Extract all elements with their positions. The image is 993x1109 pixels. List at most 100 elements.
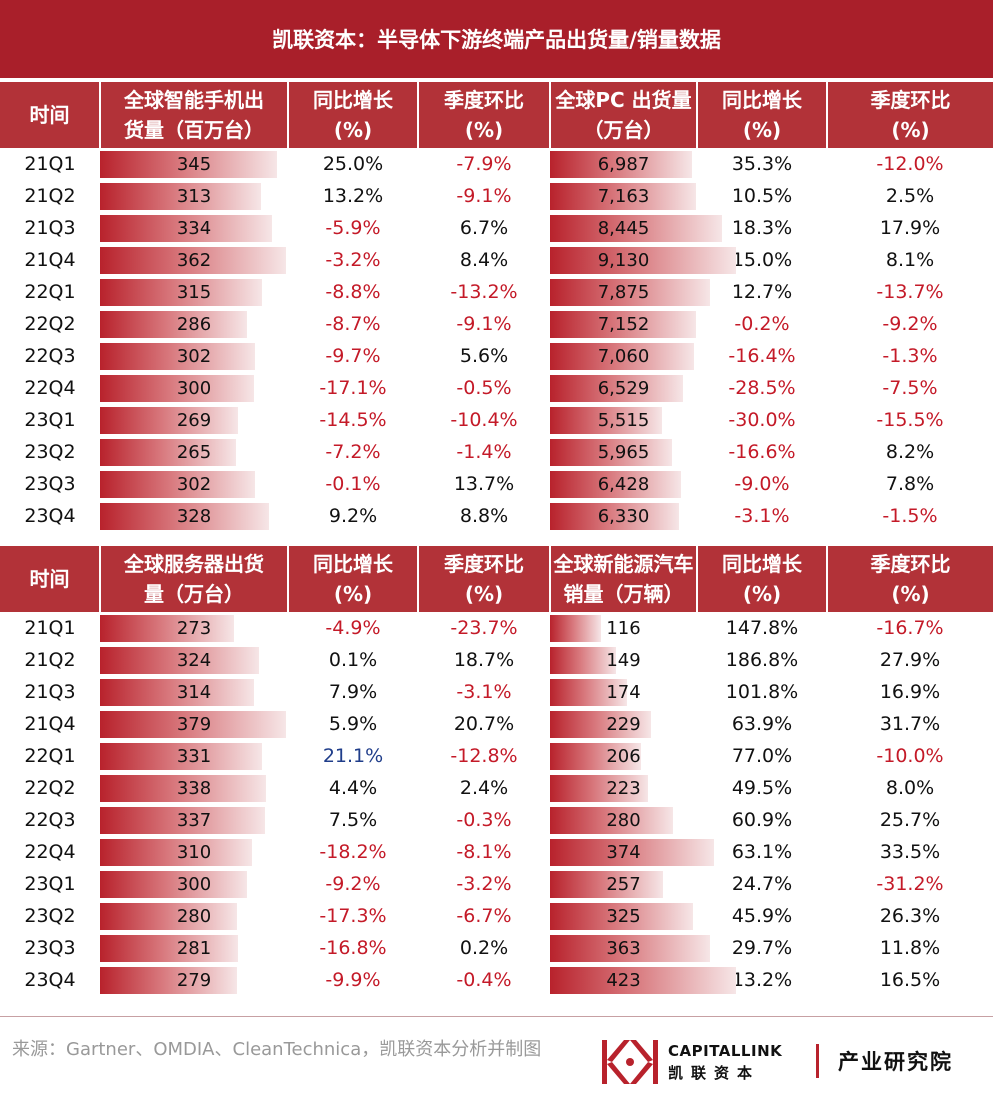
yoy-value: 15.0% (731, 249, 793, 271)
bar-value-label: 273 (176, 617, 212, 639)
yoy-value: -8.7% (325, 313, 381, 335)
bar-value-label: 302 (176, 473, 212, 495)
bar-track: 7,163 (550, 182, 697, 210)
yoy-value: 35.3% (731, 153, 793, 175)
period-label: 23Q4 (24, 505, 76, 527)
period-label: 21Q2 (24, 185, 76, 207)
bar-value-label: 223 (606, 777, 641, 799)
header-metric-line: （万台） (583, 118, 664, 142)
yoy-value: -7.2% (325, 441, 381, 463)
period-label: 23Q4 (24, 969, 76, 991)
bar-cell: 257 (550, 868, 697, 900)
header-qoq: 季度环比 (%) (827, 82, 993, 148)
qoq-value: 31.7% (879, 713, 941, 735)
bar-track: 5,515 (550, 406, 697, 434)
data-bar (100, 342, 256, 370)
header-metric: 全球智能手机出 货量（百万台） (100, 82, 289, 148)
bar-value-label: 269 (176, 409, 212, 431)
qoq-value: -1.4% (456, 441, 512, 463)
bar-track: 362 (100, 246, 288, 274)
data-bar (550, 646, 616, 674)
bar-cell: 5,965 (550, 436, 697, 468)
table-row: 23Q4 279 -9.9% -0.4% 423 13.2% 16.5% (0, 964, 993, 996)
bar-track: 116 (550, 614, 697, 642)
bar-cell: 7,875 (550, 276, 711, 308)
bar-track: 206 (550, 742, 697, 770)
bar-cell: 223 (550, 772, 697, 804)
bar-track: 9,130 (550, 246, 736, 274)
qoq-value: -15.5% (876, 409, 944, 431)
bar-value-label: 229 (606, 713, 641, 735)
bar-track: 338 (100, 774, 288, 802)
bar-value-label: 116 (606, 617, 641, 639)
data-bar (550, 838, 715, 866)
data-bar (550, 342, 694, 370)
bar-value-label: 310 (176, 841, 212, 863)
bar-cell: 300 (100, 372, 288, 404)
period-label: 23Q1 (24, 873, 76, 895)
data-bar (550, 966, 736, 994)
bar-track: 6,428 (550, 470, 697, 498)
bar-track: 7,875 (550, 278, 711, 306)
bar-track: 279 (100, 966, 288, 994)
table-row: 21Q2 313 13.2% -9.1% 7,163 10.5% 2.5% (0, 180, 993, 212)
bar-cell: 269 (100, 404, 288, 436)
data-bar (100, 774, 266, 802)
qoq-value: 8.0% (885, 777, 935, 799)
institute-label: 产业研究院 (838, 1050, 953, 1074)
yoy-value: 147.8% (725, 617, 799, 639)
qoq-value: 6.7% (459, 217, 509, 239)
table-row: 22Q4 310 -18.2% -8.1% 374 63.1% 33.5% (0, 836, 993, 868)
bar-value-label: 8,445 (597, 217, 650, 239)
qoq-value: 17.9% (879, 217, 941, 239)
bar-track: 269 (100, 406, 288, 434)
data-bar (100, 806, 266, 834)
bar-track: 280 (550, 806, 697, 834)
data-bar (550, 870, 663, 898)
bar-track: 313 (100, 182, 288, 210)
header-qoq-line: (%) (464, 582, 504, 606)
data-bar (100, 678, 255, 706)
bar-track: 379 (100, 710, 288, 738)
data-bar (550, 406, 663, 434)
header-qoq-line: 季度环比 (444, 88, 524, 112)
bar-track: 7,152 (550, 310, 697, 338)
yoy-value: -14.5% (319, 409, 387, 431)
footer-divider (0, 1016, 993, 1017)
yoy-value: 9.2% (328, 505, 378, 527)
yoy-value: 7.5% (328, 809, 378, 831)
bar-track: 223 (550, 774, 697, 802)
data-bar (550, 502, 679, 530)
qoq-value: 33.5% (879, 841, 941, 863)
table-row: 22Q2 286 -8.7% -9.1% 7,152 -0.2% -9.2% (0, 308, 993, 340)
qoq-value: -1.3% (882, 345, 938, 367)
table-row: 23Q2 265 -7.2% -1.4% 5,965 -16.6% 8.2% (0, 436, 993, 468)
yoy-value: -9.2% (325, 873, 381, 895)
bar-value-label: 300 (176, 873, 212, 895)
bar-value-label: 314 (176, 681, 212, 703)
table-row: 22Q1 315 -8.8% -13.2% 7,875 12.7% -13.7% (0, 276, 993, 308)
header-metric-line: 量（万台） (144, 582, 244, 606)
data-bar (550, 902, 693, 930)
qoq-value: -10.0% (876, 745, 944, 767)
period-label: 23Q3 (24, 473, 76, 495)
period-label: 22Q3 (24, 345, 76, 367)
data-bar (550, 806, 674, 834)
qoq-value: -9.2% (882, 313, 938, 335)
data-bar (100, 182, 261, 210)
qoq-value: -9.1% (456, 313, 512, 335)
qoq-value: 8.2% (885, 441, 935, 463)
header-qoq: 季度环比 (%) (418, 546, 551, 612)
header-qoq: 季度环比 (%) (418, 82, 551, 148)
yoy-value: -3.1% (734, 505, 790, 527)
bar-track: 286 (100, 310, 288, 338)
qoq-value: -23.7% (450, 617, 518, 639)
bar-value-label: 206 (606, 745, 641, 767)
bar-cell: 149 (550, 644, 697, 676)
qoq-value: 16.5% (879, 969, 941, 991)
data-bar (550, 246, 736, 274)
table-row: 21Q1 345 25.0% -7.9% 6,987 35.3% -12.0% (0, 148, 993, 180)
table-row: 22Q4 300 -17.1% -0.5% 6,529 -28.5% -7.5% (0, 372, 993, 404)
bar-value-label: 9,130 (597, 249, 650, 271)
qoq-value: 13.7% (453, 473, 515, 495)
